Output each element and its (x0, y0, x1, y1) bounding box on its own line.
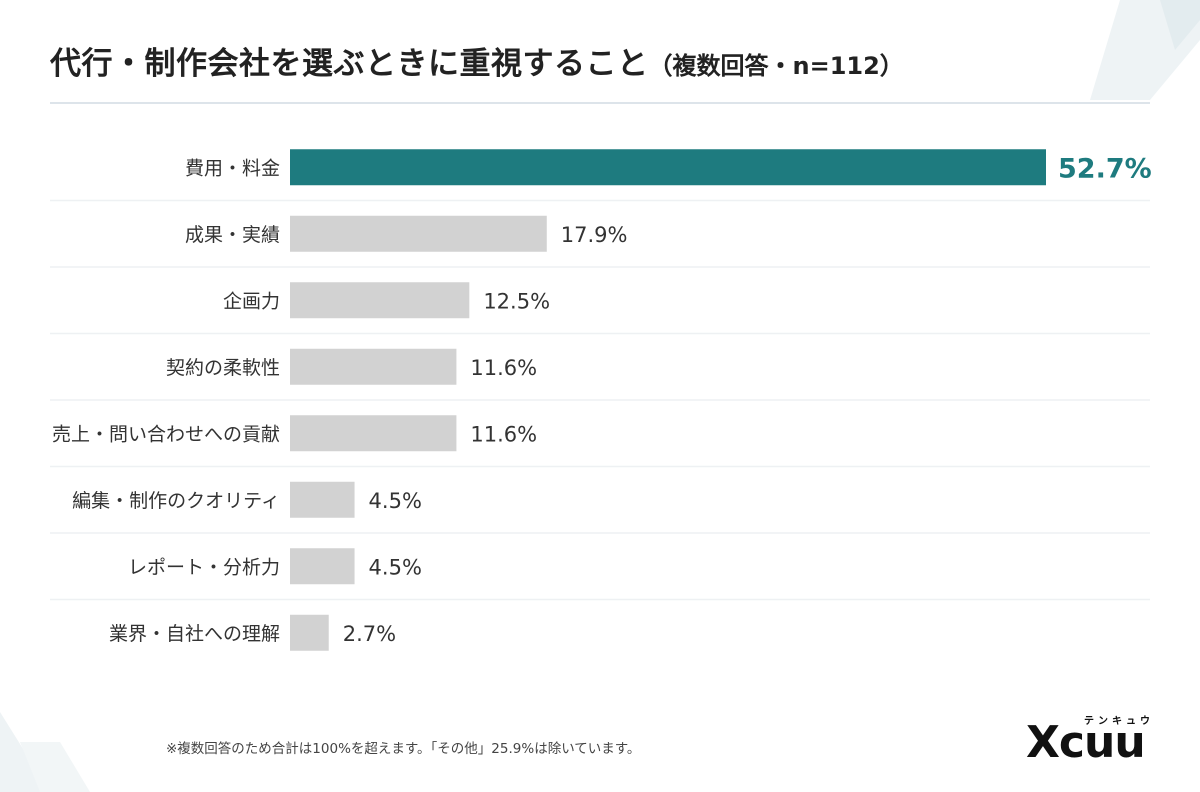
logo-ruby: テンキュウ (1084, 716, 1154, 727)
bar (290, 215, 547, 252)
category-label: 編集・制作のクオリティ (72, 490, 280, 512)
value-label: 2.7% (343, 622, 396, 646)
bar (290, 415, 457, 452)
bar (290, 548, 355, 585)
bar (290, 282, 470, 319)
logo-wordmark: Xcuu (1026, 717, 1146, 768)
category-label: レポート・分析力 (128, 556, 280, 578)
category-label: 企画力 (223, 290, 280, 312)
value-label: 11.6% (470, 356, 537, 380)
bar (290, 348, 457, 385)
category-label: 契約の柔軟性 (166, 357, 280, 379)
bar (290, 614, 329, 651)
category-label: 費用・料金 (185, 157, 280, 179)
category-label: 業界・自社への理解 (109, 623, 280, 645)
value-label: 4.5% (369, 555, 422, 579)
category-label: 売上・問い合わせへの貢献 (52, 423, 280, 445)
value-label: 12.5% (483, 289, 550, 313)
footnote: ※複数回答のため合計は100%を超えます。「その他」25.9%は除いています。 (166, 741, 641, 757)
brand-logo: テンキュウ Xcuu (1026, 712, 1176, 772)
value-label: 4.5% (369, 489, 422, 513)
bar (290, 481, 355, 518)
title-divider (50, 102, 1150, 104)
chart-title-sub: （複数回答・n=112） (648, 52, 904, 80)
value-label: 17.9% (561, 223, 628, 247)
chart-title: 代行・制作会社を選ぶときに重視すること（複数回答・n=112） (50, 38, 1150, 83)
value-label: 52.7% (1058, 153, 1152, 184)
bar (290, 149, 1046, 186)
value-label: 11.6% (470, 422, 537, 446)
category-label: 成果・実績 (185, 224, 280, 246)
chart-title-main: 代行・制作会社を選ぶときに重視すること (50, 46, 649, 82)
